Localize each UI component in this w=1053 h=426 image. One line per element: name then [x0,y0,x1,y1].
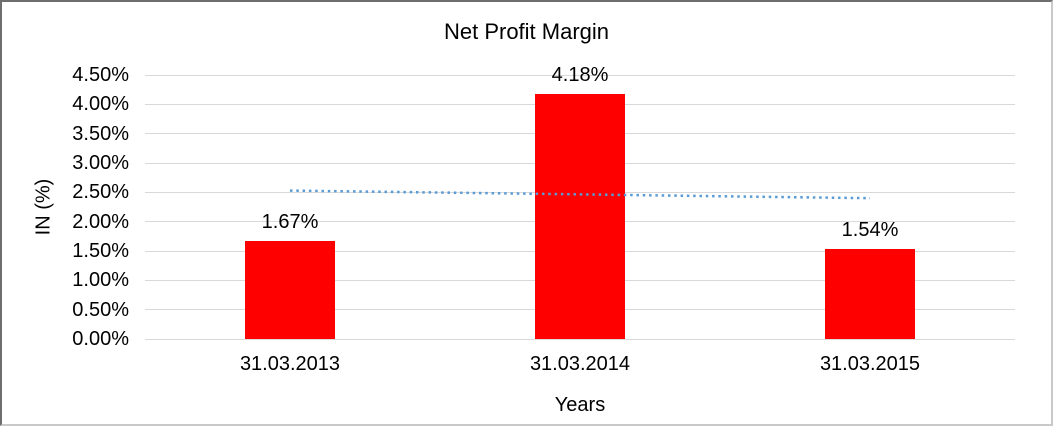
y-axis-tick-label: 4.50% [72,64,129,86]
bar-31.03.2015 [825,248,915,339]
y-axis-tick-label: 4.00% [72,93,129,116]
gridline [145,74,1015,76]
bar-31.03.2013 [245,241,335,339]
x-axis-title: Years [554,394,606,416]
bar-31.03.2014 [535,93,625,339]
y-axis-tick-label: 0.00% [72,328,129,350]
x-axis-tick-label: 31.03.2014 [529,353,631,375]
bar-data-label: 1.67% [261,211,319,234]
bar-data-label: 1.54% [841,218,899,241]
y-axis-tick-label: 3.50% [72,122,129,145]
y-axis-tick-label: 2.00% [72,210,129,233]
y-axis-tick-label: 1.50% [72,240,129,262]
y-axis-tick-label: 2.50% [72,181,129,204]
x-axis-tick-label: 31.03.2013 [239,353,341,375]
bar-data-label: 4.18% [551,63,609,86]
y-axis-tick-label: 0.50% [72,298,129,321]
y-axis-tick-label: 1.00% [72,269,129,292]
x-axis-tick-label: 31.03.2015 [819,353,921,375]
gridline [145,338,1015,340]
y-axis-tick-label: 3.00% [72,152,129,174]
plot-area [145,74,1015,340]
chart-title: Net Profit Margin [443,19,610,44]
